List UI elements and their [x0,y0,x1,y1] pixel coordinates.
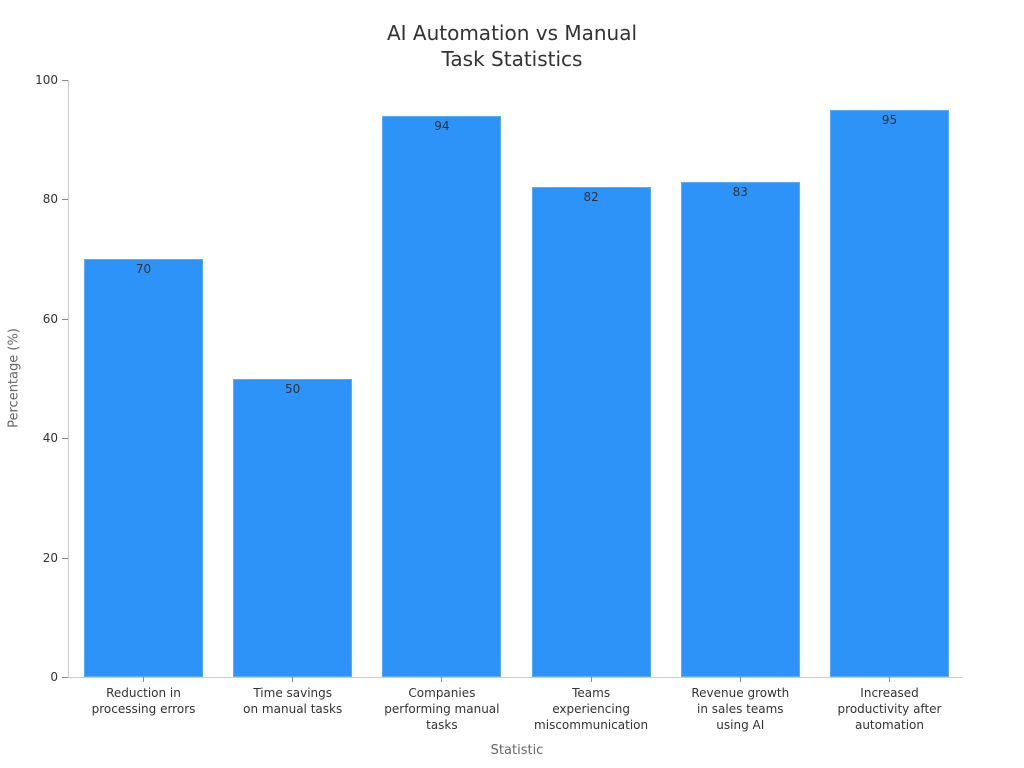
x-tick-label: Teams experiencing miscommunication [534,686,649,732]
y-tick-label: 0 [50,670,58,684]
x-tick-label: Time savings on manual tasks [243,686,343,716]
x-tick-mark [143,677,144,682]
x-tick-label: Increased productivity after automation [837,686,942,732]
y-axis-label: Percentage (%) [6,328,22,428]
x-tick: Reduction in processing errors [69,677,219,717]
x-axis-label: Statistic [490,743,544,758]
bar[interactable]: 50 [233,378,353,677]
y-tick-label: 100 [35,73,58,87]
y-axis-line [68,80,69,677]
y-tick-label: 40 [42,431,58,446]
y-tick-mark [62,677,68,678]
y-tick-mark [62,318,68,320]
x-tick: Revenue growth in sales teams using AI [665,677,815,733]
x-tick: Companies performing manual tasks [367,677,517,733]
x-tick-mark [889,677,890,682]
bar[interactable]: 70 [84,259,203,677]
x-tick-label: Reduction in processing errors [91,686,196,716]
bar-value-label: 82 [583,190,599,205]
y-tick: 60 [0,312,68,326]
y-tick-mark [62,199,68,201]
y-tick: 80 [0,192,68,206]
y-tick-mark [62,557,68,559]
x-tick-mark [590,677,592,682]
y-tick: 40 [0,431,68,445]
y-tick-label: 80 [42,192,58,207]
bar-value-label: 83 [732,184,748,199]
x-axis-line [68,677,963,678]
x-tick-mark [739,677,741,682]
bar-value-label: 95 [881,112,898,127]
x-tick: Time savings on manual tasks [218,677,368,717]
plot-area: 70 50 94 82 83 95 [68,80,963,677]
y-tick: 0 [0,670,68,684]
x-tick: Increased productivity after automation [815,677,965,733]
bar-value-label: 94 [434,118,450,133]
chart-title-line-2: Task Statistics [441,47,583,71]
y-tick: 20 [0,551,68,565]
y-tick-label: 20 [42,550,58,565]
x-tick-mark [292,677,294,682]
bar[interactable]: 82 [531,187,651,677]
y-tick-label: 60 [42,311,58,326]
bar[interactable]: 94 [382,115,502,677]
y-tick-mark [62,438,68,440]
x-tick-mark [441,677,443,682]
x-tick-label: Companies performing manual tasks [384,686,500,732]
x-tick: Teams experiencing miscommunication [516,677,666,733]
bar[interactable]: 95 [830,109,949,677]
y-tick-mark [62,80,68,81]
chart-title-line-1: AI Automation vs Manual [386,21,638,45]
bar[interactable]: 83 [680,181,800,677]
x-tick-label: Revenue growth in sales teams using AI [691,686,790,732]
bar-value-label: 70 [135,262,152,277]
y-tick: 100 [0,73,68,87]
bar-value-label: 50 [285,381,301,396]
chart-title: AI Automation vs Manual Task Statistics [0,20,1024,72]
